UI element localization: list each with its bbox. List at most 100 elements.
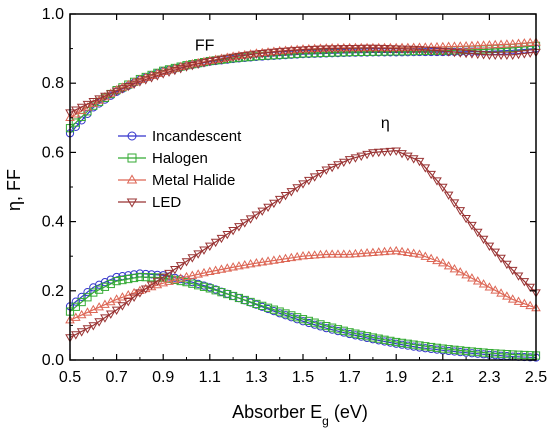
data-point-metal-halide-FF xyxy=(432,41,442,51)
data-point-metal-halide-eta xyxy=(187,270,198,279)
data-point-led-eta xyxy=(210,238,221,248)
data-point-metal-halide-eta xyxy=(269,255,279,264)
data-point-led-FF xyxy=(426,46,436,56)
data-point-metal-halide-eta xyxy=(513,296,524,305)
data-point-metal-halide-eta xyxy=(129,287,139,297)
data-point-led-eta xyxy=(70,331,81,340)
legend-label-metal-halide: Metal Halide xyxy=(152,172,235,189)
data-point-led-FF xyxy=(362,44,372,54)
data-point-metal-halide-eta xyxy=(519,298,530,307)
series-line-led-eta xyxy=(69,150,537,339)
data-point-metal-halide-eta xyxy=(158,278,169,287)
data-point-led-FF xyxy=(449,48,460,58)
data-point-led-FF xyxy=(286,47,297,56)
data-point-led-eta xyxy=(496,254,506,264)
data-point-led-eta xyxy=(170,265,180,275)
data-point-led-FF xyxy=(356,44,367,54)
data-point-led-eta xyxy=(461,214,471,224)
data-point-halogen-eta xyxy=(345,328,354,337)
legend-marker xyxy=(127,153,137,163)
data-point-led-eta xyxy=(414,157,425,167)
data-point-metal-halide-FF xyxy=(333,42,343,52)
data-point-metal-halide-eta xyxy=(461,270,471,279)
data-point-led-FF xyxy=(269,48,279,58)
legend-label-led: LED xyxy=(152,194,181,211)
data-point-metal-halide-FF xyxy=(472,40,483,49)
x-tick-label: 0.5 xyxy=(59,369,81,386)
data-point-led-eta xyxy=(525,283,536,293)
data-point-led-eta xyxy=(437,183,448,193)
data-point-led-eta xyxy=(449,199,460,208)
y-tick-label: 0.6 xyxy=(42,144,64,161)
data-point-led-eta xyxy=(263,203,273,213)
data-point-led-FF xyxy=(123,82,134,92)
x-tick-label: 2.1 xyxy=(432,369,454,386)
data-point-led-eta xyxy=(88,322,99,331)
data-point-led-eta xyxy=(152,277,163,286)
data-point-metal-halide-eta xyxy=(455,267,466,276)
data-point-metal-halide-FF xyxy=(455,41,466,50)
data-point-led-eta xyxy=(245,215,256,224)
data-point-metal-halide-FF xyxy=(321,43,332,52)
data-point-halogen-eta xyxy=(124,274,133,284)
data-point-metal-halide-FF xyxy=(338,42,349,52)
data-point-halogen-eta xyxy=(473,347,482,357)
data-point-halogen-eta xyxy=(275,307,284,316)
data-point-led-eta xyxy=(158,273,169,283)
data-point-metal-halide-FF xyxy=(484,40,495,49)
data-point-metal-halide-eta xyxy=(379,246,390,256)
data-point-led-FF xyxy=(525,49,536,58)
data-point-led-eta xyxy=(321,166,332,175)
y-tick-label: 1.0 xyxy=(42,6,64,23)
data-point-halogen-eta xyxy=(432,343,442,352)
y-axis-title: η, FF xyxy=(4,169,24,211)
data-point-metal-halide-eta xyxy=(164,276,174,285)
data-point-led-FF xyxy=(373,44,384,54)
data-point-halogen-eta xyxy=(526,351,535,360)
data-point-metal-halide-eta xyxy=(315,249,326,259)
data-point-metal-halide-FF xyxy=(292,44,303,53)
data-point-metal-halide-eta xyxy=(117,292,128,301)
data-point-led-FF xyxy=(257,49,268,59)
data-point-led-eta xyxy=(420,164,431,173)
data-point-led-eta xyxy=(222,230,233,240)
data-point-halogen-eta xyxy=(310,318,319,327)
data-point-halogen-eta xyxy=(368,333,377,342)
data-point-led-FF xyxy=(507,51,518,60)
data-point-metal-halide-eta xyxy=(437,257,448,267)
data-point-halogen-eta xyxy=(112,277,121,286)
data-point-led-eta xyxy=(350,154,361,163)
data-point-halogen-eta xyxy=(100,282,110,291)
legend-marker xyxy=(126,174,138,184)
data-point-metal-halide-eta xyxy=(327,249,337,258)
x-tick-label: 1.9 xyxy=(385,369,407,386)
data-point-metal-halide-FF xyxy=(519,38,530,47)
data-point-led-FF xyxy=(403,45,413,55)
data-point-halogen-eta xyxy=(386,336,395,345)
data-point-metal-halide-eta xyxy=(292,251,303,261)
data-point-halogen-eta xyxy=(322,321,331,331)
data-point-led-FF xyxy=(111,87,122,96)
y-tick-label: 0.0 xyxy=(42,352,64,369)
data-point-halogen-eta xyxy=(83,293,92,302)
data-point-halogen-eta xyxy=(328,323,337,332)
data-point-led-FF xyxy=(199,59,209,68)
data-point-led-FF xyxy=(94,95,104,104)
data-point-halogen-FF xyxy=(71,118,80,127)
data-point-halogen-eta xyxy=(415,341,424,350)
data-point-metal-halide-eta xyxy=(484,282,495,291)
data-point-halogen-eta xyxy=(438,344,447,353)
data-point-led-eta xyxy=(111,306,122,315)
data-point-led-eta xyxy=(274,195,285,205)
data-point-halogen-eta xyxy=(188,279,197,288)
data-point-metal-halide-FF xyxy=(443,41,454,50)
annotation-eta: η xyxy=(381,115,390,132)
data-point-led-FF xyxy=(181,63,192,72)
data-point-led-FF xyxy=(152,72,163,81)
data-point-halogen-eta xyxy=(252,299,261,309)
data-point-led-eta xyxy=(199,246,209,255)
data-point-led-FF xyxy=(315,45,326,54)
data-point-led-eta xyxy=(344,156,355,165)
data-point-metal-halide-eta xyxy=(175,273,186,282)
data-point-halogen-eta xyxy=(281,309,290,318)
